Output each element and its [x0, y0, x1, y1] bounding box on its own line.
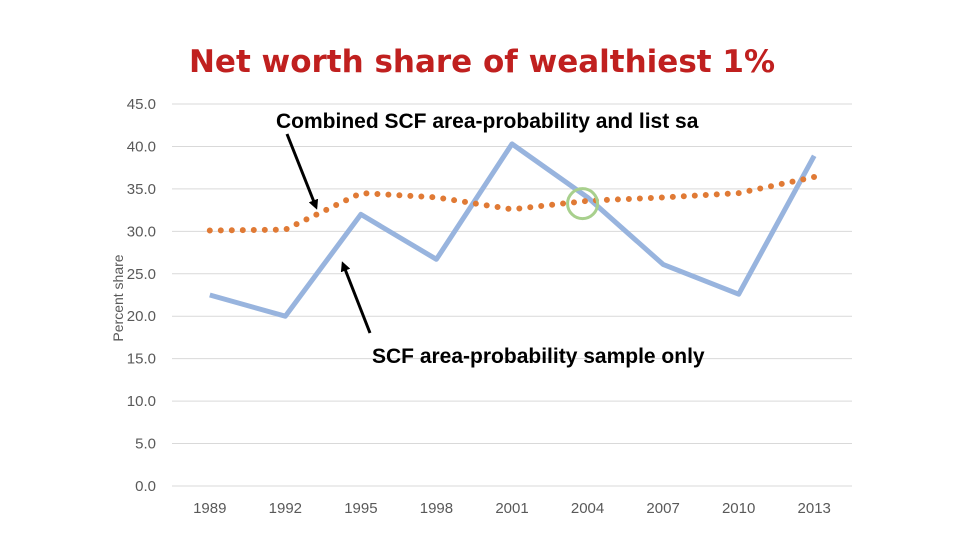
y-tick-label: 0.0: [135, 478, 156, 495]
y-axis-label: Percent share: [110, 254, 126, 341]
series-lines: [206, 141, 818, 319]
y-tick-label: 20.0: [127, 308, 156, 325]
x-tick-label: 1995: [344, 500, 377, 517]
y-tick-labels: 0.0 5.0 10.0 15.0 20.0 25.0 30.0 35.0 40.0 45.0: [127, 96, 156, 495]
y-tick-label: 25.0: [127, 266, 156, 283]
y-tick-label: 40.0: [127, 138, 156, 155]
area-probability-series-line: [209, 141, 817, 319]
x-tick-label: 1992: [269, 500, 302, 517]
x-tick-label: 2001: [495, 500, 528, 517]
x-tick-label: 1989: [193, 500, 226, 517]
y-tick-label: 30.0: [127, 223, 156, 240]
annotation-combined-label: Combined SCF area-probability and list s…: [276, 110, 699, 133]
gridlines: [172, 103, 852, 487]
annotation-solid-label: SCF area-probability sample only: [372, 345, 705, 368]
x-tick-label: 1998: [420, 500, 453, 517]
annotations: Combined SCF area-probability and list s…: [276, 110, 705, 368]
x-tick-label: 2010: [722, 500, 755, 517]
y-tick-label: 5.0: [135, 436, 156, 453]
y-tick-label: 45.0: [127, 96, 156, 113]
annotation-solid-arrow: [340, 261, 372, 334]
highlight-circle: [566, 187, 600, 221]
combined-series-line: [206, 174, 818, 234]
x-tick-label: 2004: [571, 500, 604, 517]
x-tick-labels: 1989 1992 1995 1998 2001 2004 2007 2010 2013: [193, 500, 831, 517]
chart-title: Net worth share of wealthiest 1%: [189, 44, 775, 80]
y-tick-label: 10.0: [127, 393, 156, 410]
y-tick-label: 15.0: [127, 351, 156, 368]
x-tick-label: 2013: [798, 500, 831, 517]
y-tick-label: 35.0: [127, 181, 156, 198]
annotation-combined-arrow: [285, 133, 319, 210]
x-tick-label: 2007: [646, 500, 679, 517]
